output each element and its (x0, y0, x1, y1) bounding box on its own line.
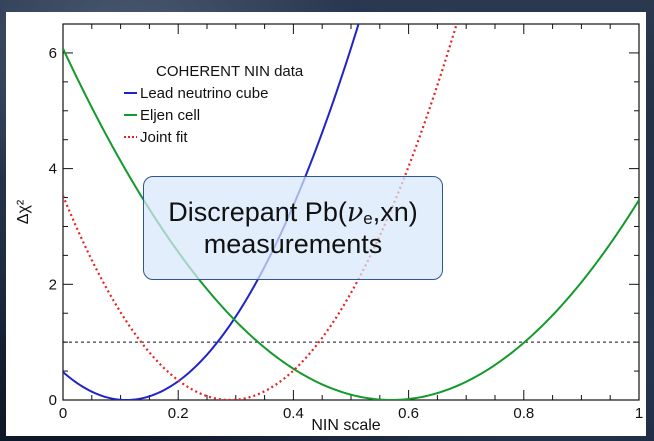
callout-prefix: Discrepant Pb( (168, 197, 347, 228)
x-tick-label: 0.8 (513, 405, 534, 422)
callout-line-2: measurements (203, 228, 383, 259)
y-tick-label: 4 (49, 161, 57, 178)
y-tick-label: 0 (49, 392, 57, 409)
callout-line-1: Discrepant Pb(νe,xn) (168, 197, 417, 228)
y-tick-label: 2 (49, 276, 57, 293)
discrepancy-callout: Discrepant Pb(νe,xn) measurements (143, 176, 443, 280)
series-curve-lead-neutrino-cube (63, 24, 360, 400)
x-tick-label: 0.4 (283, 405, 304, 422)
y-axis-title: Δχ² (15, 199, 32, 224)
legend-title: COHERENT NIN data (156, 63, 304, 80)
nu-subscript: e (363, 209, 373, 229)
callout-suffix: ,xn) (372, 197, 418, 228)
nu-symbol: ν (346, 197, 364, 229)
chart-svg: 0 0.2 0.4 0.6 0.8 1 0 2 4 6 COHERENT NIN data Lead… (15, 23, 643, 434)
legend-entry: Joint fit (140, 129, 188, 146)
x-tick-label: 1 (635, 405, 643, 422)
x-tick-label: 0.6 (398, 405, 419, 422)
legend-entry: Eljen cell (140, 107, 200, 124)
y-tick-label: 6 (49, 45, 57, 62)
legend-entry: Lead neutrino cube (140, 85, 268, 102)
x-tick-label: 0.2 (168, 405, 189, 422)
x-tick-label: 0 (59, 405, 67, 422)
x-axis-title: NIN scale (311, 417, 380, 434)
